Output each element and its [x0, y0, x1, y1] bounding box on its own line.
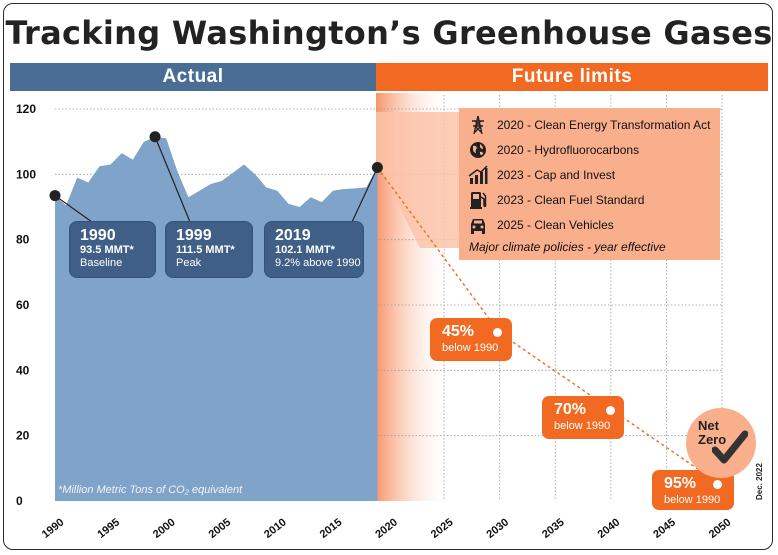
policy-text: 2025 - Clean Vehicles [497, 218, 614, 232]
target-trend-line [376, 167, 723, 487]
highlight-point [49, 190, 61, 202]
highlight-point [149, 131, 161, 143]
actual-band: Actual [10, 63, 376, 91]
x-tick-label: 2015 [318, 516, 345, 541]
x-tick-label: 2030 [484, 516, 511, 541]
policy-text: 2023 - Cap and Invest [497, 168, 616, 182]
y-tick-label: 0 [16, 494, 23, 508]
date-stamp: Dec. 2022 [755, 463, 764, 500]
x-tick-label: 1990 [40, 516, 67, 541]
y-tick-label: 40 [16, 363, 30, 377]
x-tick-label: 1995 [95, 516, 122, 541]
callout-2019: 2019 102.1 MMT* 9.2% above 1990 [265, 222, 363, 277]
net-zero-line1: Net [698, 418, 719, 433]
x-tick-label: 2040 [596, 516, 623, 541]
checkmark-icon [712, 430, 748, 464]
future-limits-band: Future limits [376, 63, 768, 91]
figure-frame [3, 3, 773, 550]
callout-note: Peak [176, 257, 202, 269]
net-zero-text: Net Zero [698, 419, 726, 447]
target-2040: 70% below 1990 [542, 396, 624, 439]
policy-box: 2020 - Clean Energy Transformation Act 2… [459, 108, 720, 260]
target-percent: 95% [664, 475, 697, 492]
transmission-tower-icon [467, 114, 489, 136]
callout-year: 2019 [275, 227, 311, 244]
target-label: below 1990 [664, 494, 721, 506]
x-axis-labels: 1990 1995 2000 2005 2010 2015 2020 2025 2030 2035… [40, 516, 734, 541]
emissions-area [55, 136, 378, 502]
callout-value: 111.5 MMT* [176, 244, 235, 256]
policy-text: 2020 - Clean Energy Transformation Act [497, 118, 711, 132]
policy-text: 2020 - Hydrofluorocarbons [497, 143, 640, 157]
policy-item: 2020 - Hydrofluorocarbons [467, 139, 639, 161]
rising-bars-icon [467, 164, 489, 186]
callout-1999: 1999 111.5 MMT* Peak [166, 222, 252, 277]
x-tick-label: 2020 [373, 516, 400, 541]
net-zero-line2: Zero [698, 432, 727, 447]
callout-value: 102.1 MMT* [275, 244, 335, 256]
y-axis-labels: 0 20 40 60 80 100 120 [16, 102, 36, 508]
callout-year: 1990 [80, 227, 116, 244]
globe-icon [467, 139, 489, 161]
chart-title: Tracking Washington’s Greenhouse Gases [5, 14, 773, 52]
x-tick-label: 2050 [707, 516, 734, 541]
callout-year: 1999 [176, 227, 212, 244]
policy-item: 2020 - Clean Energy Transformation Act [467, 114, 710, 136]
y-tick-label: 100 [16, 167, 36, 181]
net-zero-badge: Net Zero [686, 408, 756, 478]
callout-leader-line [54, 195, 93, 223]
target-label: below 1990 [554, 420, 611, 432]
callout-leader-line [351, 167, 378, 223]
callout-leader-line [154, 136, 191, 223]
target-dot [493, 328, 502, 337]
car-icon [467, 214, 489, 236]
fuel-pump-icon [467, 189, 489, 211]
x-tick-label: 2000 [151, 516, 178, 541]
callout-1990: 1990 93.5 MMT* Baseline [70, 222, 155, 277]
target-dot [606, 406, 615, 415]
target-percent: 45% [442, 323, 475, 340]
x-tick-label: 2010 [262, 516, 289, 541]
policy-item: 2023 - Clean Fuel Standard [467, 189, 644, 211]
y-tick-label: 120 [16, 102, 36, 116]
highlight-point [371, 161, 383, 173]
target-label: below 1990 [442, 342, 499, 354]
target-2030: 45% below 1990 [430, 318, 512, 361]
policy-text: 2023 - Clean Fuel Standard [497, 193, 645, 207]
target-percent: 70% [554, 401, 587, 418]
callout-note: 9.2% above 1990 [275, 257, 361, 269]
units-footnote: *Million Metric Tons of CO₂ equivalent [58, 484, 243, 496]
policy-arrow [376, 112, 459, 248]
y-tick-label: 80 [16, 233, 30, 247]
callout-note: Baseline [80, 257, 123, 269]
target-dot [713, 480, 722, 489]
policy-item: 2023 - Cap and Invest [467, 164, 615, 186]
x-tick-label: 2025 [429, 516, 456, 541]
y-tick-label: 60 [16, 298, 30, 312]
callout-value: 93.5 MMT* [80, 244, 134, 256]
policy-caption: Major climate policies - year effective [469, 240, 666, 254]
x-tick-label: 2045 [651, 516, 678, 541]
x-tick-label: 2035 [540, 516, 567, 541]
y-tick-label: 20 [16, 429, 30, 443]
emissions-area-layer [55, 136, 378, 502]
policy-item: 2025 - Clean Vehicles [467, 214, 614, 236]
target-trend-layer [376, 167, 723, 487]
x-tick-label: 2005 [207, 516, 234, 541]
callout-leaders [49, 131, 383, 223]
